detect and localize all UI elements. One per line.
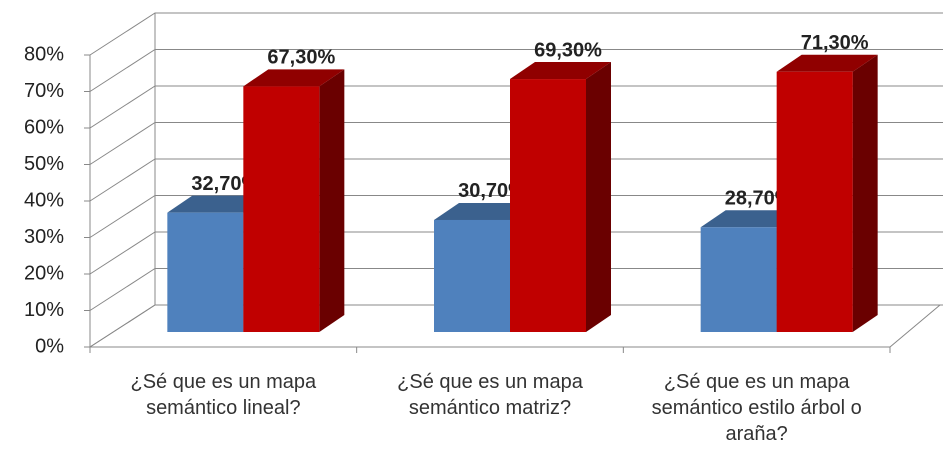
x-tick-label: ¿Sé que es un mapa semántico matriz? xyxy=(397,371,583,419)
value-label: 67,30% xyxy=(267,47,335,69)
bar-side xyxy=(319,69,345,332)
bar-top xyxy=(434,202,535,220)
bar-top xyxy=(776,54,878,72)
x-tick-label-box: ¿Sé que es un mapa semántico lineal? xyxy=(130,371,317,419)
x-tick-label: ¿Sé que es un mapa semántico estilo árbo… xyxy=(651,371,862,445)
value-label: 69,30% xyxy=(534,39,602,61)
bar-top xyxy=(510,62,611,80)
y-tick-label: 40% xyxy=(24,189,64,211)
bar-front xyxy=(243,86,320,332)
bar-top xyxy=(700,210,802,228)
bar xyxy=(510,62,611,333)
grid-line xyxy=(89,12,943,56)
x-tick-label: ¿Sé que es un mapa semántico lineal? xyxy=(130,371,317,419)
bar xyxy=(776,54,878,332)
grid-line xyxy=(89,49,943,92)
bar-front xyxy=(167,212,244,332)
y-tick-label: 10% xyxy=(24,299,64,321)
grid-line xyxy=(89,231,943,275)
grid-line xyxy=(89,268,943,311)
grid-line xyxy=(89,158,943,202)
y-tick-label: 70% xyxy=(24,80,64,102)
grid-line xyxy=(89,85,943,129)
bar-side xyxy=(852,54,878,332)
value-label: 71,30% xyxy=(801,32,869,54)
bar xyxy=(243,69,345,332)
grid-line xyxy=(89,304,943,348)
bar-top xyxy=(243,69,345,87)
bar-front xyxy=(776,71,853,332)
y-tick-label: 80% xyxy=(24,43,64,65)
y-tick-label: 30% xyxy=(24,226,64,248)
value-label: 28,70% xyxy=(725,188,793,210)
y-tick-label: 60% xyxy=(24,116,64,138)
x-tick-label-box: ¿Sé que es un mapa semántico matriz? xyxy=(397,371,583,419)
y-tick-label: 20% xyxy=(24,262,64,284)
bar-side xyxy=(586,62,611,333)
y-tick-label: 0% xyxy=(35,335,64,357)
bar-front xyxy=(510,79,586,333)
bar-front xyxy=(700,227,777,332)
grid-line xyxy=(89,122,943,165)
x-tick-label-box: ¿Sé que es un mapa semántico estilo árbo… xyxy=(651,371,862,445)
grid-line xyxy=(89,195,943,238)
bar-front xyxy=(434,219,510,332)
y-tick-label: 50% xyxy=(24,153,64,175)
value-label: 30,70% xyxy=(458,180,526,202)
value-label: 32,70% xyxy=(191,173,259,195)
bar-top xyxy=(167,195,269,213)
